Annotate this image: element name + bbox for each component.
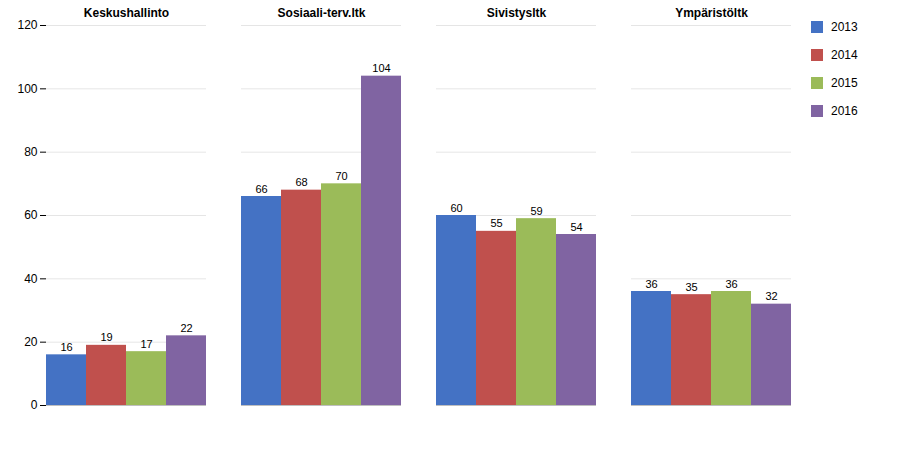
svg-text:0: 0	[31, 398, 38, 412]
svg-text:36: 36	[725, 278, 737, 290]
svg-text:60: 60	[24, 208, 38, 222]
svg-text:36: 36	[645, 278, 657, 290]
svg-text:120: 120	[17, 18, 37, 32]
svg-text:68: 68	[295, 176, 307, 188]
svg-text:17: 17	[140, 338, 152, 350]
svg-text:32: 32	[765, 290, 777, 302]
svg-text:60: 60	[450, 202, 462, 214]
html-text:2016: 2016	[831, 104, 858, 118]
svg-text:35: 35	[685, 281, 697, 293]
svg-text:59: 59	[530, 205, 542, 217]
svg-text:55: 55	[490, 217, 502, 229]
svg-text:22: 22	[180, 322, 192, 334]
svg-text:70: 70	[335, 170, 347, 182]
svg-text:Sosiaali-terv.ltk: Sosiaali-terv.ltk	[278, 6, 366, 20]
svg-text:80: 80	[24, 145, 38, 159]
svg-text:40: 40	[24, 272, 38, 286]
svg-text:20: 20	[24, 335, 38, 349]
html-text:2015: 2015	[831, 76, 858, 90]
svg-text:Sivistysltk: Sivistysltk	[487, 6, 547, 20]
html-text:2013: 2013	[831, 20, 858, 34]
svg-text:104: 104	[372, 62, 390, 74]
svg-text:Ympäristöltk: Ympäristöltk	[675, 6, 748, 20]
svg-text:54: 54	[570, 221, 582, 233]
svg-text:19: 19	[100, 331, 112, 343]
svg-text:100: 100	[17, 82, 37, 96]
svg-text:66: 66	[255, 183, 267, 195]
html-text:2014: 2014	[831, 48, 858, 62]
svg-text:Keskushallinto: Keskushallinto	[84, 6, 169, 20]
svg-text:16: 16	[60, 341, 72, 353]
